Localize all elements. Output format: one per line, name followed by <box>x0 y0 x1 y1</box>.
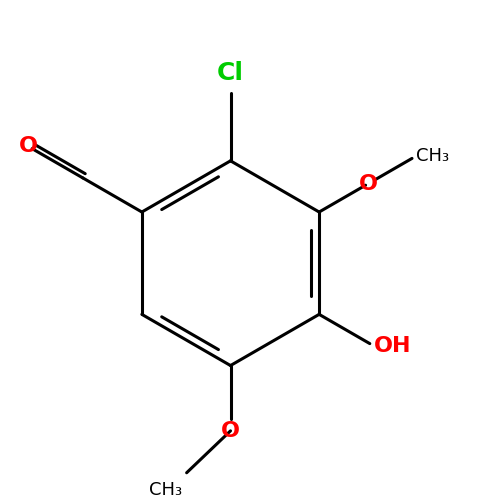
Text: CH₃: CH₃ <box>416 147 450 165</box>
Text: O: O <box>358 174 378 194</box>
Text: OH: OH <box>374 336 412 356</box>
Text: CH₃: CH₃ <box>148 480 182 498</box>
Text: Cl: Cl <box>217 61 244 85</box>
Text: O: O <box>221 421 240 441</box>
Text: O: O <box>18 136 38 156</box>
